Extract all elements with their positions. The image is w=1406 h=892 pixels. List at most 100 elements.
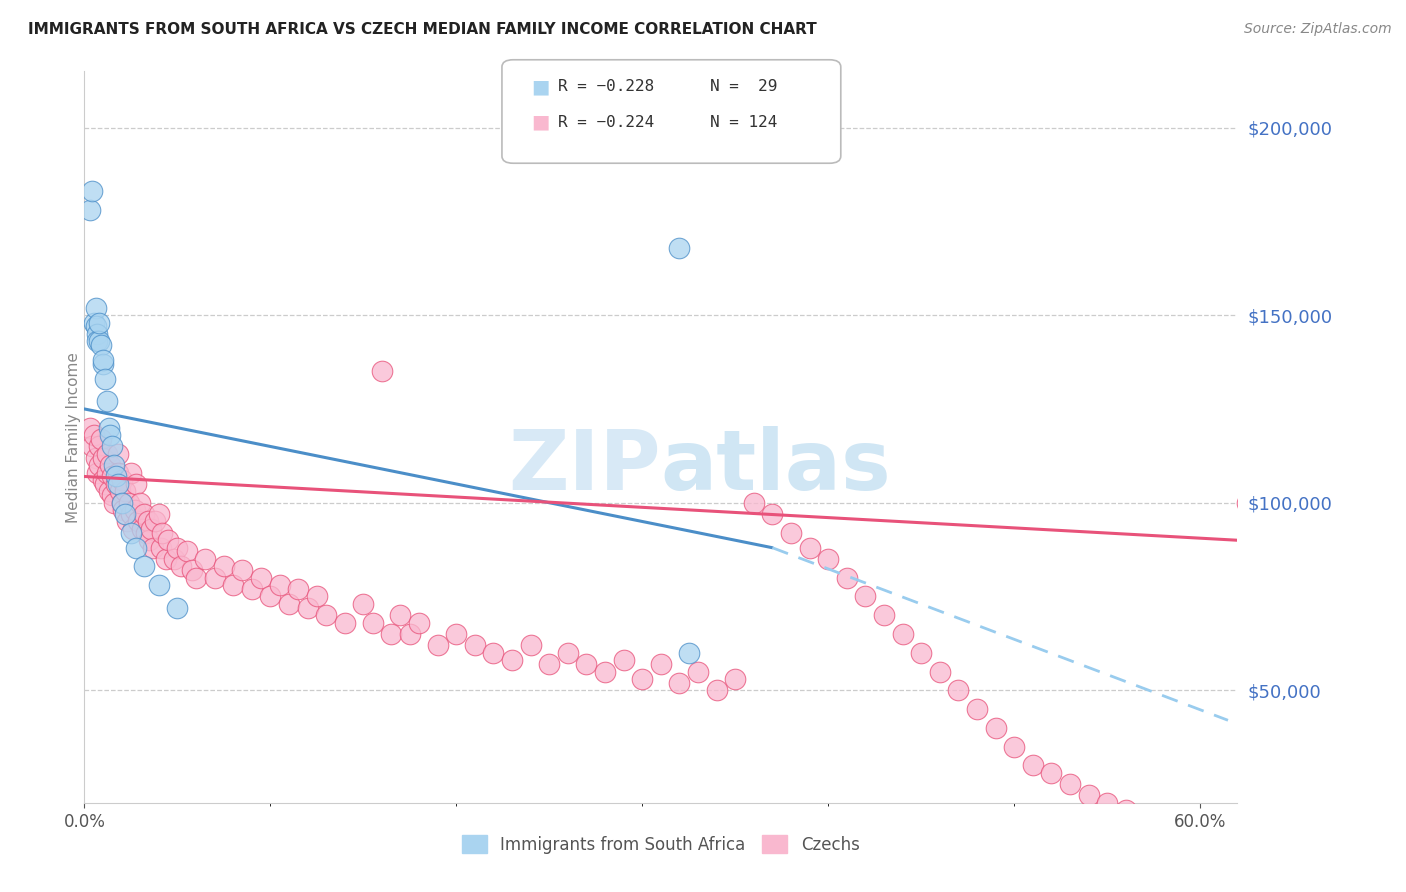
- Point: [97, 484, 120, 499]
- Point: [89, 334, 111, 349]
- Point: [96, 466, 118, 480]
- Point: [101, 488, 124, 502]
- Point: [104, 469, 127, 483]
- Point: [315, 608, 337, 623]
- Point: [91, 450, 114, 465]
- Point: [91, 473, 114, 487]
- Point: [742, 496, 765, 510]
- Point: [107, 466, 129, 480]
- Point: [170, 559, 193, 574]
- Point: [94, 372, 117, 386]
- Text: N = 124: N = 124: [710, 115, 778, 129]
- Point: [678, 646, 700, 660]
- Point: [538, 657, 561, 671]
- Point: [129, 496, 152, 510]
- Point: [1115, 803, 1137, 817]
- Point: [501, 653, 523, 667]
- Point: [277, 597, 299, 611]
- Point: [891, 627, 914, 641]
- Point: [143, 515, 166, 529]
- Point: [250, 571, 273, 585]
- Point: [104, 477, 127, 491]
- Point: [910, 646, 932, 660]
- Point: [1077, 789, 1099, 803]
- Point: [86, 326, 108, 341]
- Text: N =  29: N = 29: [710, 79, 778, 94]
- Point: [176, 544, 198, 558]
- Point: [100, 428, 122, 442]
- Point: [389, 608, 412, 623]
- Point: [100, 458, 122, 473]
- Point: [96, 394, 118, 409]
- Point: [1208, 852, 1230, 866]
- Point: [194, 552, 217, 566]
- Point: [204, 571, 226, 585]
- Point: [799, 541, 821, 555]
- Text: R = −0.228: R = −0.228: [558, 79, 654, 94]
- Point: [426, 638, 449, 652]
- Point: [107, 477, 129, 491]
- Point: [398, 627, 420, 641]
- Point: [97, 420, 120, 434]
- Point: [408, 615, 430, 630]
- Point: [80, 185, 103, 199]
- Point: [287, 582, 309, 596]
- Point: [724, 672, 747, 686]
- Point: [519, 638, 541, 652]
- Point: [83, 316, 105, 330]
- Point: [817, 552, 839, 566]
- Point: [152, 525, 174, 540]
- Point: [1022, 758, 1045, 772]
- Point: [125, 477, 148, 491]
- Point: [89, 440, 111, 454]
- Point: [120, 525, 142, 540]
- Text: atlas: atlas: [661, 425, 891, 507]
- Point: [557, 646, 579, 660]
- Point: [120, 466, 142, 480]
- Point: [94, 477, 117, 491]
- Point: [1170, 833, 1192, 847]
- Legend: Immigrants from South Africa, Czechs: Immigrants from South Africa, Czechs: [456, 829, 866, 860]
- Point: [984, 721, 1007, 735]
- Point: [118, 496, 141, 510]
- Point: [110, 496, 132, 510]
- Text: ■: ■: [531, 112, 550, 132]
- Point: [84, 301, 107, 315]
- Point: [1236, 496, 1258, 510]
- Point: [1263, 552, 1285, 566]
- Point: [136, 515, 159, 529]
- Point: [1226, 859, 1249, 873]
- Point: [103, 458, 125, 473]
- Y-axis label: Median Family Income: Median Family Income: [66, 351, 80, 523]
- Point: [148, 578, 170, 592]
- Point: [446, 627, 468, 641]
- Point: [79, 203, 101, 218]
- Point: [110, 496, 132, 510]
- Point: [1189, 840, 1212, 855]
- Point: [361, 615, 384, 630]
- Point: [107, 447, 129, 461]
- Point: [91, 357, 114, 371]
- Point: [575, 657, 598, 671]
- Point: [131, 522, 153, 536]
- Point: [84, 319, 107, 334]
- Point: [181, 563, 204, 577]
- Point: [761, 507, 783, 521]
- Point: [948, 683, 970, 698]
- Point: [132, 507, 155, 521]
- Point: [706, 683, 728, 698]
- Point: [780, 525, 803, 540]
- Point: [1002, 739, 1025, 754]
- Text: Source: ZipAtlas.com: Source: ZipAtlas.com: [1244, 22, 1392, 37]
- Point: [141, 522, 163, 536]
- Point: [135, 525, 157, 540]
- Point: [240, 582, 263, 596]
- Point: [110, 473, 132, 487]
- Point: [873, 608, 896, 623]
- Text: R = −0.224: R = −0.224: [558, 115, 654, 129]
- Point: [96, 447, 118, 461]
- Point: [166, 541, 188, 555]
- Point: [1152, 826, 1174, 840]
- Point: [1040, 765, 1063, 780]
- Point: [668, 675, 690, 690]
